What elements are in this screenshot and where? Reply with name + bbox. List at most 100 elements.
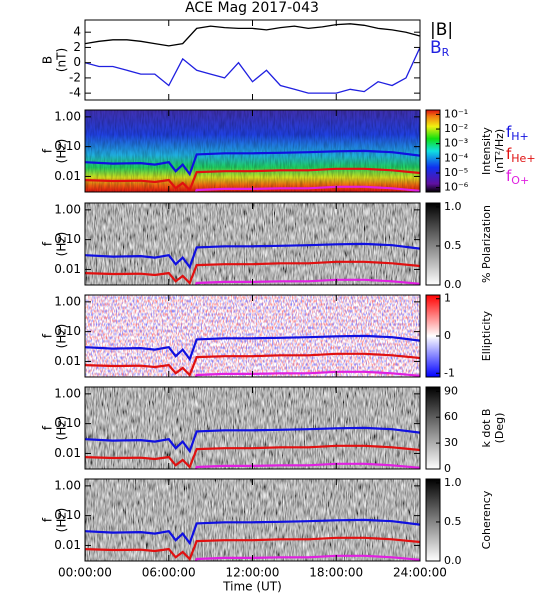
y-tick-label: 0.10	[54, 508, 81, 522]
y-tick-label: 0.01	[54, 169, 81, 183]
y-axis-label: f	[41, 425, 55, 430]
legend-name: f	[506, 167, 512, 185]
y-axis-label: (nT)	[55, 48, 69, 72]
y-axis-label: f	[41, 333, 55, 338]
y-axis-label: B	[41, 56, 55, 64]
colorbar	[425, 386, 441, 470]
y-axis-label: (Hz)	[55, 324, 69, 349]
series-line	[85, 167, 420, 192]
series-line	[85, 260, 420, 285]
series-line	[194, 554, 420, 561]
series-line	[85, 536, 420, 561]
colorbar-tick-label: 1	[444, 292, 451, 305]
y-tick-label: 0.10	[54, 139, 81, 153]
colorbar-tick-label: 10⁻²	[444, 122, 468, 135]
y-axis-label: (Hz)	[55, 416, 69, 441]
colorbar-tick-label: 10⁻¹	[444, 107, 468, 120]
y-tick-label: 0.10	[54, 232, 81, 246]
y-axis-label: f	[41, 148, 55, 153]
series-line	[85, 149, 420, 177]
lines	[85, 149, 420, 192]
colorbar-tick-label: 0.0	[444, 554, 462, 567]
y-tick-label: 0.01	[54, 538, 81, 552]
y-tick-label: 1.00	[54, 109, 81, 123]
y-tick-label: 1.00	[54, 294, 81, 308]
series-line	[85, 426, 420, 454]
colorbar-tick-label: 10⁻⁵	[444, 166, 468, 179]
colorbar-tick-label: 10⁻⁶	[444, 181, 469, 194]
colorbar-label: k dot B	[480, 409, 493, 448]
colorbar-tick-label: 0	[444, 329, 451, 342]
panel: 1.00 0.10 0.01 f (Hz) 1 0 -1 Ellipticity	[41, 292, 494, 380]
colorbar	[425, 202, 441, 286]
colorbar-label: (Deg)	[493, 413, 506, 444]
lines	[85, 426, 420, 469]
series-line	[85, 23, 420, 47]
colorbar-tick-label: 1.0	[444, 200, 462, 213]
x-tick-label: 18:00:00	[309, 566, 363, 580]
legend-subscript: He+	[511, 152, 535, 165]
panel: 1.00 0.10 0.01 f (Hz) 1.0 0.5 0.0 % Polarization	[41, 200, 494, 291]
series-line	[194, 370, 420, 377]
legend-subscript: H+	[511, 130, 529, 143]
legend-name: f	[506, 145, 512, 163]
y-tick-label: 0.10	[54, 416, 81, 430]
colorbar-tick-label: 0.5	[444, 239, 462, 252]
legend-entry: fH+	[506, 123, 529, 144]
legend-name: B	[430, 38, 442, 58]
y-tick-label: 1.00	[54, 478, 81, 492]
y-axis-label: (Hz)	[55, 232, 69, 257]
series-line	[85, 242, 420, 270]
chart-title: ACE Mag 2017-043	[185, 0, 319, 16]
y-tick-label: -2	[69, 70, 81, 84]
x-tick-label: 00:00:00	[58, 566, 112, 580]
legend-subscript: R	[442, 46, 450, 59]
y-tick-label: -4	[69, 86, 81, 100]
x-tick-label: 24:00:00	[393, 566, 447, 580]
colorbar-tick-label: 0	[444, 462, 451, 475]
x-tick-label: 12:00:00	[226, 566, 280, 580]
colorbar-label: Ellipticity	[480, 310, 493, 361]
series-line	[85, 444, 420, 469]
legend-entry: fO+	[506, 167, 529, 188]
y-tick-label: 0.01	[54, 446, 81, 460]
colorbar-tick-label: 10⁻⁴	[444, 151, 469, 164]
colorbar-label: (nT²/Hz)	[493, 129, 506, 173]
lines	[85, 242, 420, 285]
legend-entry: BR	[430, 38, 450, 59]
panel: 1.00 0.10 0.01 00:00:00 06:00:00 12:00:00 18:0…	[41, 476, 494, 594]
lines	[85, 334, 420, 377]
colorbar-tick-label: 30	[444, 436, 458, 449]
y-axis-label: (Hz)	[55, 508, 69, 533]
y-tick-label: 0.01	[54, 262, 81, 276]
lines	[85, 518, 420, 561]
colorbar	[425, 478, 441, 562]
colorbar-tick-label: 60	[444, 410, 458, 423]
colorbar-label: % Polarization	[480, 205, 493, 283]
y-tick-label: 0.10	[54, 324, 81, 338]
y-axis-label: (Hz)	[55, 139, 69, 164]
series-line	[85, 47, 420, 94]
series-line	[194, 278, 420, 285]
colorbar-label: Coherency	[480, 490, 493, 549]
colorbar-tick-label: -1	[444, 366, 455, 379]
colorbar-tick-label: 0.5	[444, 515, 462, 528]
y-tick-label: 0	[73, 55, 81, 69]
legend-name: |B|	[430, 20, 453, 40]
y-tick-label: 1.00	[54, 202, 81, 216]
colorbar-tick-label: 1.0	[444, 476, 462, 489]
legend-subscript: O+	[511, 174, 529, 187]
series-line	[85, 352, 420, 377]
colorbar-tick-label: 0.0	[444, 278, 462, 291]
y-tick-label: 2	[73, 40, 81, 54]
x-tick-label: 06:00:00	[142, 566, 196, 580]
y-axis-label: f	[41, 517, 55, 522]
legend-entry: fHe+	[506, 145, 536, 166]
series-line	[194, 462, 420, 469]
panel: 1.00 0.10 0.01 f (Hz) 90 60 30 0 k dot B (Deg)	[41, 384, 507, 475]
colorbar-tick-label: 10⁻³	[444, 137, 468, 150]
y-tick-label: 1.00	[54, 386, 81, 400]
panel: 1.000.100.01f (Hz)fH+fHe+fO+10⁻¹10⁻²10⁻³1…	[41, 107, 536, 194]
